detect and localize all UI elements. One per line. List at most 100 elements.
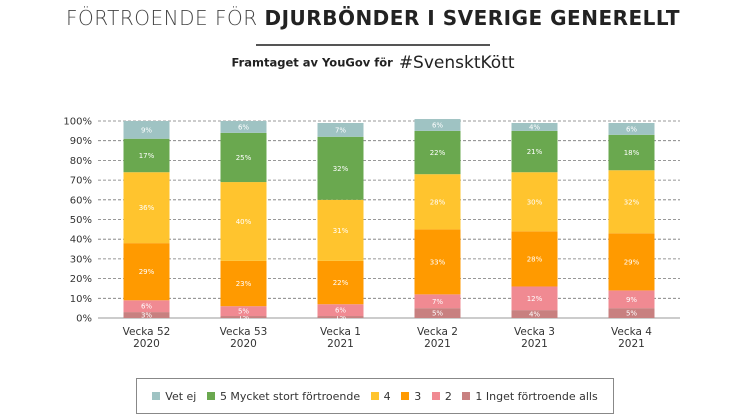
bar-segment [123, 300, 170, 313]
x-tick-label-year: 2021 [618, 338, 645, 350]
data-label: 6% [626, 125, 637, 133]
data-label: 18% [624, 149, 640, 157]
bar-segment [317, 199, 364, 261]
legend-item: 2 [431, 390, 452, 403]
y-tick-label: 0% [76, 314, 92, 325]
legend-swatch [401, 392, 410, 400]
data-label: 30% [527, 198, 543, 206]
data-label: 33% [430, 258, 446, 266]
bar-segment [511, 130, 558, 173]
bar-segment [317, 316, 364, 318]
bar-segment [414, 119, 461, 131]
bar-segment [220, 182, 267, 261]
legend-item: 3 [401, 390, 421, 403]
bar-segment [511, 231, 558, 287]
x-tick-label: Vecka 52 [123, 326, 171, 338]
data-label: 12% [527, 295, 543, 303]
bar-segment [511, 310, 558, 318]
x-tick-label: Vecka 4 [611, 326, 652, 338]
bar-segment [220, 121, 267, 133]
bar-segment [123, 312, 170, 318]
data-label: 28% [527, 255, 543, 263]
data-label: 9% [626, 296, 637, 304]
subtitle-text: Framtaget av YouGov för [231, 55, 393, 70]
bar-segment [220, 316, 267, 318]
bar-segment [608, 233, 655, 291]
bar-segment [511, 122, 558, 131]
data-label: 4% [529, 311, 540, 319]
bar-segment [414, 174, 461, 230]
bar-segment [608, 170, 655, 234]
chart-title-light: FÖRTROENDE FÖR [65, 6, 258, 30]
bar-segment [511, 286, 558, 311]
legend-item: 5 Mycket stort förtroende [206, 390, 360, 403]
data-label: 25% [236, 154, 252, 162]
legend-item: 4 [370, 389, 391, 403]
data-label: 29% [139, 268, 155, 276]
bar-segment [608, 308, 655, 318]
x-tick-label: Vecka 2 [417, 326, 458, 338]
data-label: 17% [139, 152, 155, 160]
legend-label: 3 [414, 389, 422, 403]
data-label: 1% [335, 314, 346, 322]
y-tick-label: 90% [70, 136, 92, 147]
data-label: 22% [333, 279, 349, 287]
y-tick-label: 60% [70, 195, 92, 206]
bar-segment [123, 243, 170, 301]
data-label: 7% [335, 126, 346, 134]
data-label: 6% [141, 303, 152, 311]
data-label: 40% [236, 218, 252, 226]
bar-segment [414, 308, 461, 318]
data-label: 1% [238, 314, 249, 322]
y-tick-label: 20% [70, 274, 92, 285]
data-label: 23% [236, 280, 252, 288]
x-tick-label-year: 2020 [133, 338, 160, 350]
data-label: 36% [139, 204, 155, 212]
x-tick-label-year: 2020 [230, 338, 257, 350]
x-tick-label-year: 2021 [327, 338, 354, 350]
x-tick-label-year: 2021 [424, 338, 451, 350]
y-tick-label: 80% [70, 156, 92, 167]
y-tick-label: 10% [70, 294, 92, 305]
hashtag: #SvensktKött [398, 52, 515, 73]
legend-swatch [431, 392, 440, 400]
x-tick-label: Vecka 1 [320, 326, 361, 338]
chart-title: FÖRTROENDE FÖR DJURBÖNDER I SVERIGE GENE… [0, 6, 746, 30]
data-label: 31% [333, 227, 349, 235]
bar-segment [220, 132, 267, 183]
x-tick-label-year: 2021 [521, 338, 548, 350]
data-label: 4% [529, 123, 540, 131]
bar-segment [608, 122, 655, 135]
chart-subtitle: Framtaget av YouGov för #SvensktKött [0, 52, 746, 73]
y-tick-label: 30% [70, 254, 92, 265]
bar-segment [220, 306, 267, 317]
data-label: 6% [335, 307, 346, 315]
bar-segment [317, 304, 364, 317]
data-label: 5% [238, 308, 249, 316]
legend-swatch [462, 392, 471, 400]
data-label: 28% [430, 198, 446, 206]
data-label: 3% [141, 312, 152, 320]
legend-swatch [206, 392, 215, 400]
legend-label: Vet ej [165, 389, 197, 403]
legend-swatch [370, 392, 379, 400]
bar-segment [317, 260, 364, 305]
data-label: 7% [432, 298, 443, 306]
legend-label: 4 [383, 389, 391, 403]
y-tick-label: 100% [63, 117, 92, 128]
chart-legend: Vet ej 5 Mycket stort förtroende 4 3 2 1 Inge… [136, 378, 614, 414]
legend-item: 1 Inget förtroende alls [462, 390, 598, 403]
data-label: 9% [141, 126, 152, 134]
data-label: 21% [527, 148, 543, 156]
bar-segment [608, 290, 655, 309]
bar-segment [317, 136, 364, 200]
data-label: 22% [430, 149, 446, 157]
x-tick-label: Vecka 3 [514, 326, 555, 338]
bar-segment [414, 294, 461, 309]
data-label: 6% [432, 121, 443, 129]
y-tick-label: 50% [70, 215, 92, 226]
data-label: 5% [432, 310, 443, 318]
bar-segment [414, 130, 461, 175]
data-label: 5% [626, 310, 637, 318]
data-label: 6% [238, 123, 249, 131]
